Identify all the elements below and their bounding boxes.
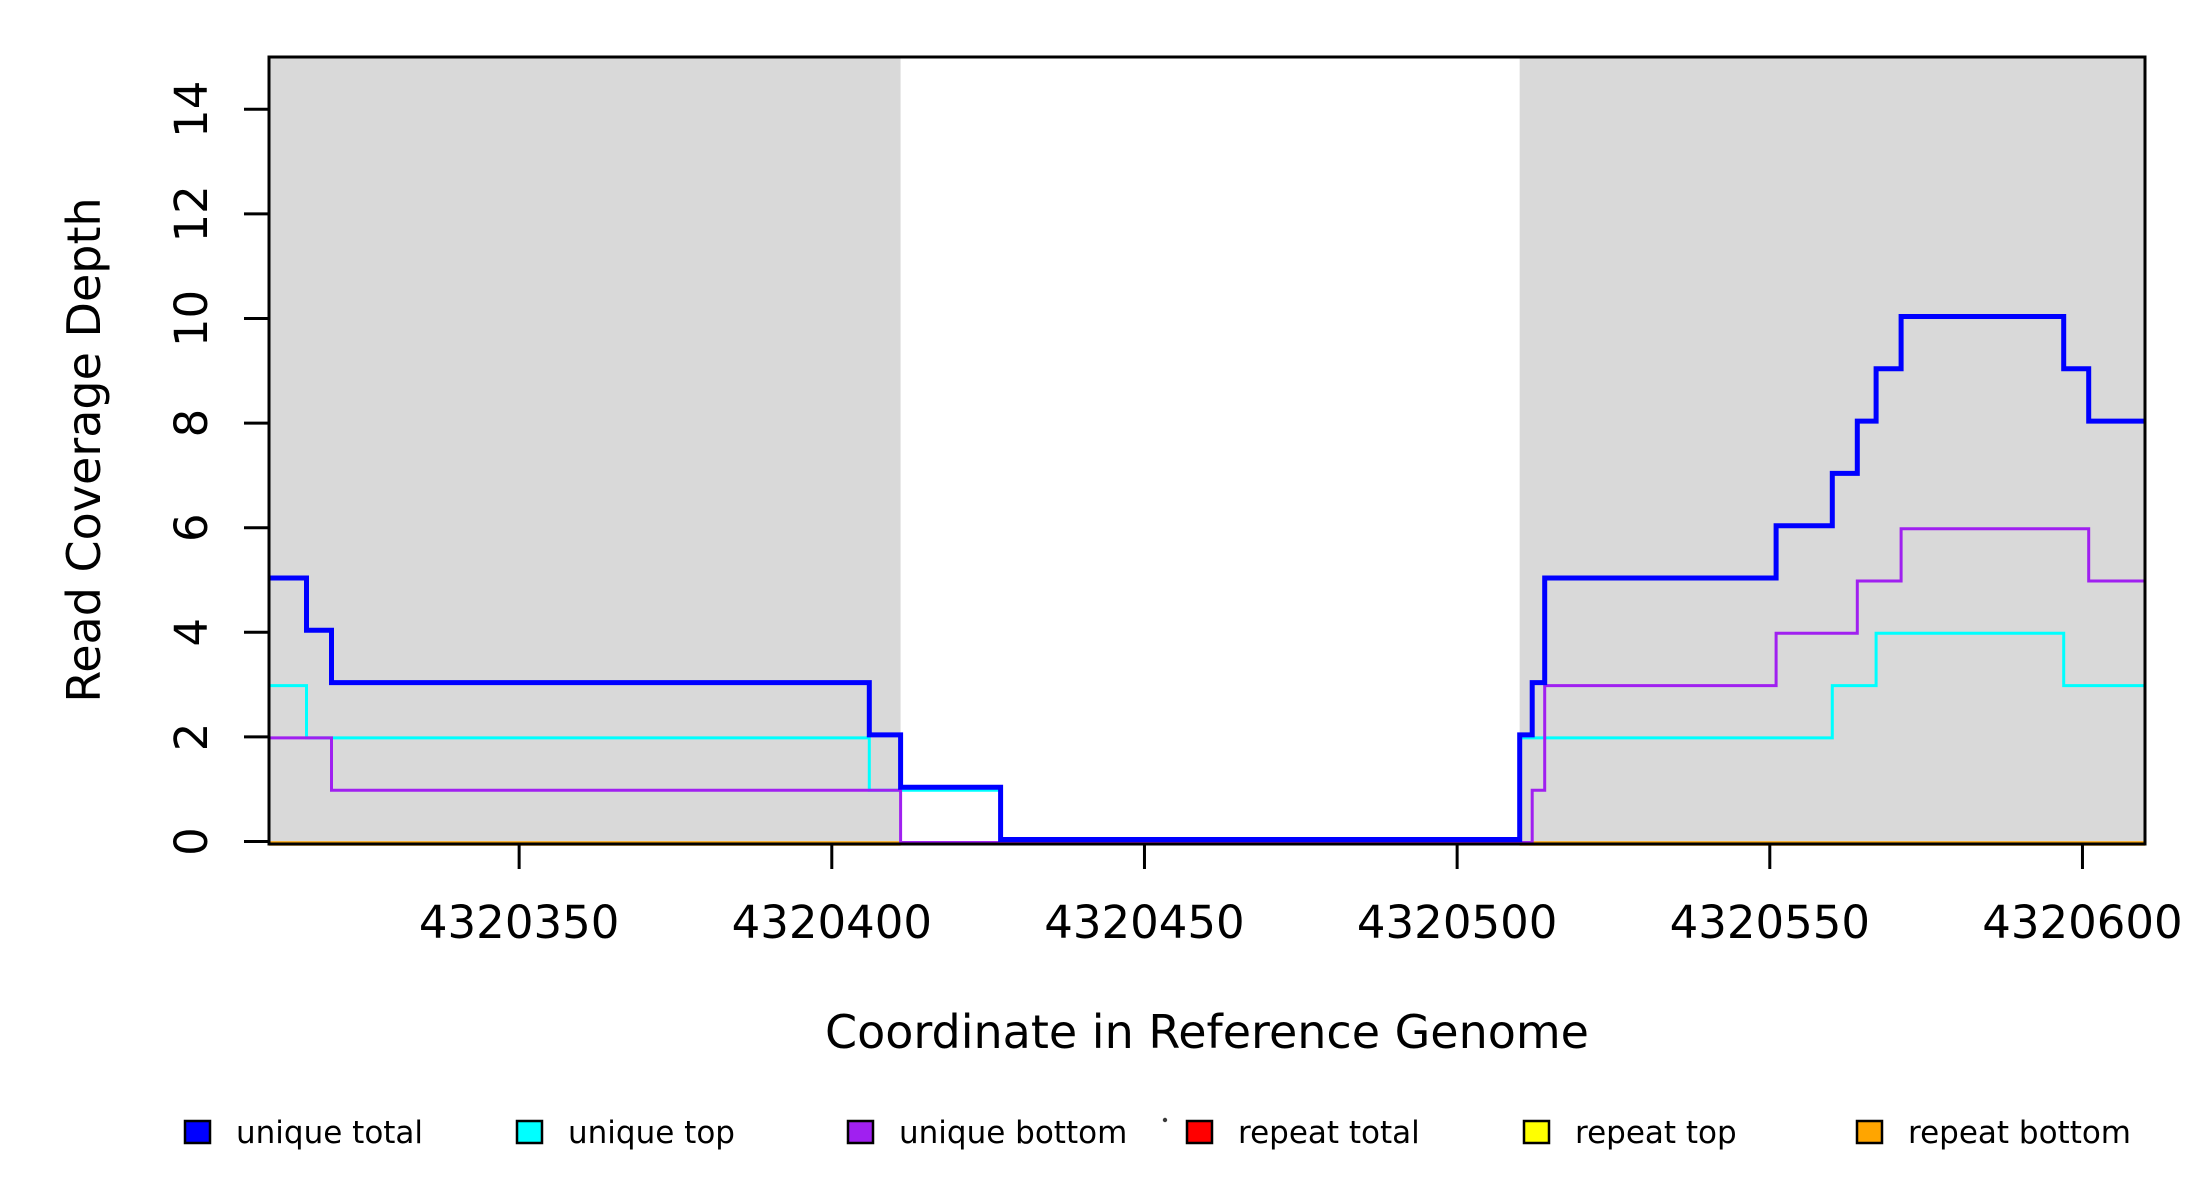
series-unique-total [269, 314, 2145, 842]
y-tick-label: 2 [165, 723, 218, 752]
x-tick-label: 4320350 [419, 896, 619, 949]
x-tick-label: 4320500 [1357, 896, 1557, 949]
y-tick-label: 8 [165, 409, 218, 438]
legend-item-unique-top: unique top [515, 1115, 735, 1151]
plot-box [267, 55, 2147, 846]
x-tick-label: 4320550 [1670, 896, 1870, 949]
legend-swatch-unique-top [515, 1119, 544, 1145]
x-tick-label: 4320400 [732, 896, 932, 949]
y-tick-label: 4 [165, 618, 218, 647]
x-tick-label: 4320450 [1044, 896, 1244, 949]
legend-label: unique bottom [899, 1115, 1127, 1151]
y-tick-label: 0 [165, 827, 218, 856]
x-tick-label: 4320600 [1982, 896, 2182, 949]
legend-item-repeat-total: repeat total [1185, 1115, 1420, 1151]
repeat-region-left [269, 58, 901, 844]
legend-label: repeat total [1238, 1115, 1420, 1151]
legend-swatch-unique-bottom [846, 1119, 875, 1145]
series-line-unique-bottom [269, 527, 2145, 844]
legend-label: repeat bottom [1908, 1115, 2131, 1151]
stray-dot-artifact [1162, 1117, 1168, 1123]
legend-item-unique-total: unique total [183, 1115, 423, 1151]
legend-item-repeat-bottom: repeat bottom [1855, 1115, 2131, 1151]
series-unique-bottom [269, 527, 2145, 844]
y-tick-label: 10 [165, 290, 218, 347]
y-tick-label: 6 [165, 513, 218, 542]
y-axis-title: Read Coverage Depth [57, 197, 111, 702]
legend: unique total unique top unique bottom repea… [183, 1115, 2131, 1151]
x-axis-title: Coordinate in Reference Genome [825, 1005, 1589, 1059]
x-axis: 4320350 4320400 4320450 4320500 4320550 43206… [419, 844, 2183, 1059]
legend-label: unique total [236, 1115, 423, 1151]
legend-swatch-repeat-bottom [1855, 1119, 1884, 1145]
legend-swatch-repeat-total [1185, 1119, 1214, 1145]
legend-swatch-unique-total [183, 1119, 212, 1145]
y-axis: 0 2 4 6 8 10 12 14 Read Coverage Depth [57, 81, 269, 856]
y-tick-label: 14 [165, 81, 218, 138]
legend-label: unique top [568, 1115, 735, 1151]
legend-item-repeat-top: repeat top [1522, 1115, 1737, 1151]
legend-item-unique-bottom: unique bottom [846, 1115, 1127, 1151]
y-tick-label: 12 [165, 185, 218, 242]
legend-label: repeat top [1575, 1115, 1737, 1151]
series-line-unique-total [269, 314, 2145, 842]
legend-swatch-repeat-top [1522, 1119, 1551, 1145]
